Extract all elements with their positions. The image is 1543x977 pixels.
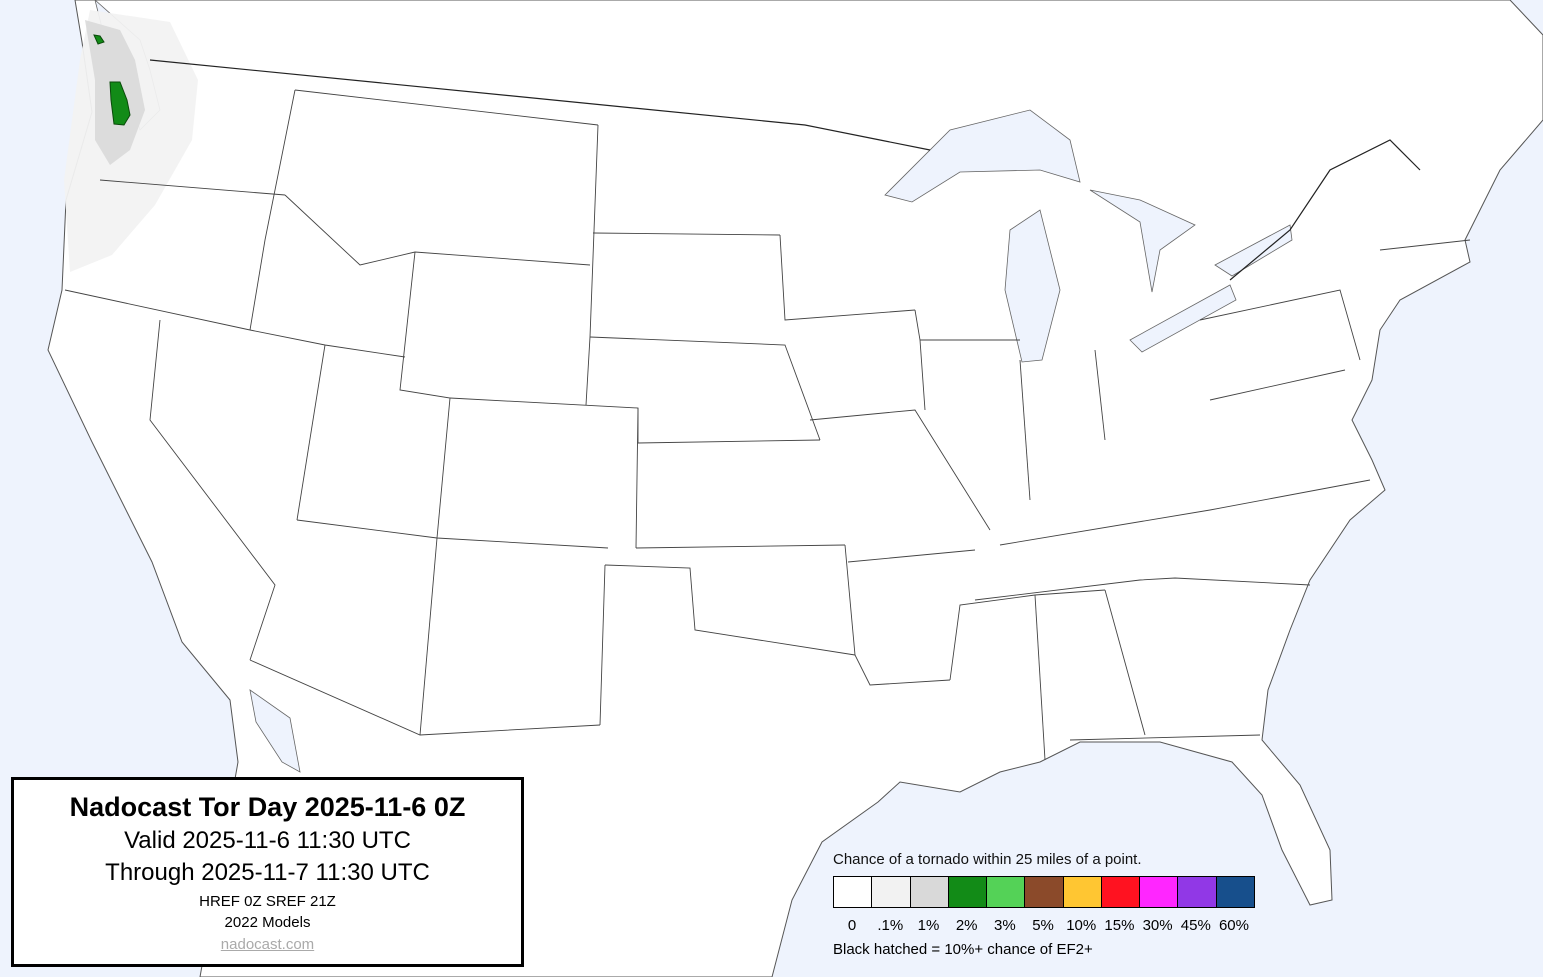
legend-swatches: [833, 876, 1255, 908]
legend-label: 45%: [1180, 917, 1211, 934]
model-version: 2022 Models: [224, 914, 311, 931]
model-runs: HREF 0Z SREF 21Z: [199, 893, 336, 910]
lake-ontario: [1214, 224, 1293, 277]
legend-label: .1%: [877, 917, 904, 934]
legend-swatch: [834, 877, 873, 907]
legend-swatch: [948, 877, 988, 907]
lake-superior: [884, 109, 1081, 203]
us-canada-border-east: [1229, 139, 1421, 281]
legend-label: 30%: [1142, 917, 1173, 934]
legend-label: 60%: [1218, 917, 1249, 934]
map-title: Nadocast Tor Day 2025-11-6 0Z: [69, 792, 466, 822]
legend-swatch: [1101, 877, 1141, 907]
through-time: Through 2025-11-7 11:30 UTC: [105, 859, 430, 886]
legend-label: 10%: [1066, 917, 1097, 934]
prob-area-2pct: [109, 81, 131, 126]
legend-title: Chance of a tornado within 25 miles of a…: [833, 851, 1142, 868]
gulf-of-california: [249, 689, 301, 773]
legend: Chance of a tornado within 25 miles of a…: [833, 851, 1263, 958]
lake-michigan: [1004, 209, 1061, 363]
legend-swatch: [1140, 877, 1179, 907]
us-canada-border: [149, 59, 931, 151]
legend-label: 0: [847, 917, 857, 934]
land-mass: [47, 0, 1543, 977]
legend-swatch: [1178, 877, 1217, 907]
legend-label: 2%: [955, 917, 978, 934]
legend-swatch: [910, 877, 949, 907]
lake-erie: [1129, 284, 1237, 353]
legend-labels: 0 .1% 1% 2% 3% 5% 10% 15% 30% 45% 60%: [833, 917, 1263, 934]
legend-label: 5%: [1032, 917, 1054, 934]
prob-area-2pct-small: [93, 34, 105, 45]
nadocast-link[interactable]: nadocast.com: [220, 936, 315, 953]
title-box: Nadocast Tor Day 2025-11-6 0Z Valid 2025…: [11, 777, 524, 967]
legend-swatch: [1216, 877, 1254, 907]
legend-label: 15%: [1104, 917, 1135, 934]
lake-huron: [1089, 189, 1196, 293]
legend-swatch: [1025, 877, 1064, 907]
legend-label: 3%: [994, 917, 1016, 934]
legend-swatch: [1063, 877, 1102, 907]
legend-label: 1%: [917, 917, 940, 934]
legend-footnote: Black hatched = 10%+ chance of EF2+: [833, 941, 1093, 958]
legend-swatch: [872, 877, 911, 907]
valid-time: Valid 2025-11-6 11:30 UTC: [124, 827, 411, 854]
legend-swatch: [987, 877, 1026, 907]
state-borders: [64, 89, 1471, 761]
